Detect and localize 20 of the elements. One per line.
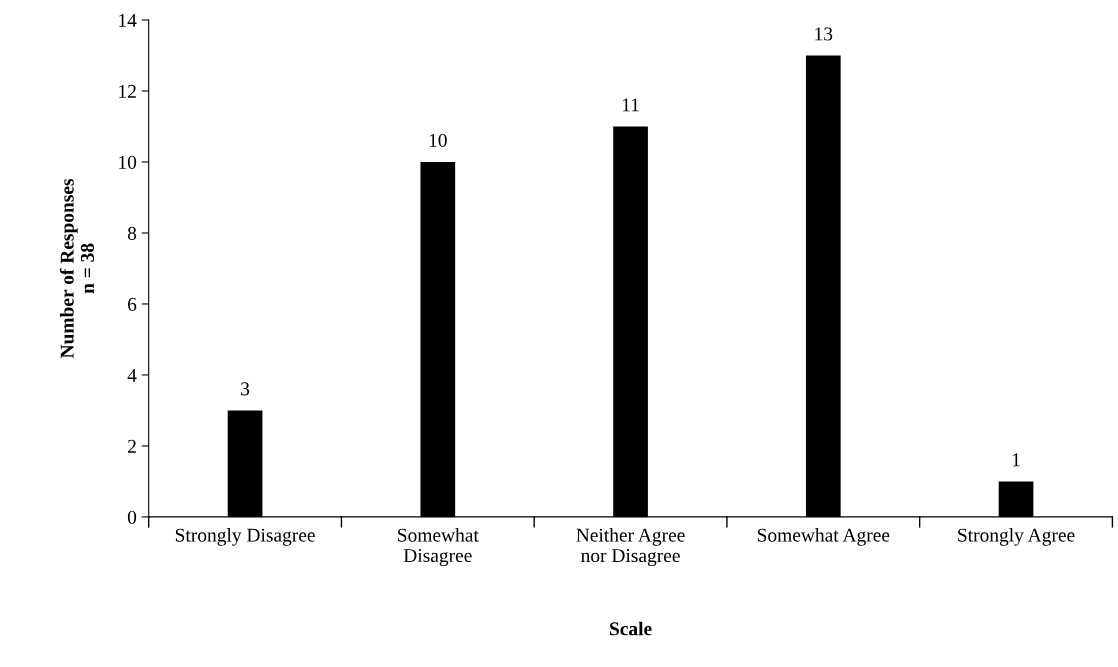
y-tick-label: 2 (128, 439, 136, 453)
y-tick-label: 6 (128, 297, 137, 311)
y-tick-label: 8 (127, 226, 137, 240)
x-tick-label: Strongly Disagree (175, 528, 315, 546)
x-tick-label: Neither Agree nor Disagree (576, 528, 685, 567)
y-axis-title: Number of Responses n = 38 (59, 178, 95, 359)
x-tick-label: Strongly Agree (958, 528, 1075, 546)
y-tick-label: 14 (119, 13, 137, 27)
y-tick-label: 0 (127, 510, 137, 524)
x-tick-label: Somewhat Disagree (398, 528, 479, 567)
x-axis-title: Scale (609, 621, 652, 636)
data-label: 3 (241, 382, 250, 396)
y-tick-label: 10 (119, 155, 137, 169)
x-tick-label: Somewhat Agree (757, 528, 890, 546)
y-tick-label: 12 (119, 84, 136, 98)
data-label: 11 (622, 98, 639, 112)
y-tick-label: 4 (127, 368, 137, 382)
data-label: 13 (815, 27, 833, 41)
data-label: 10 (429, 133, 447, 147)
data-label: 1 (1012, 453, 1020, 467)
